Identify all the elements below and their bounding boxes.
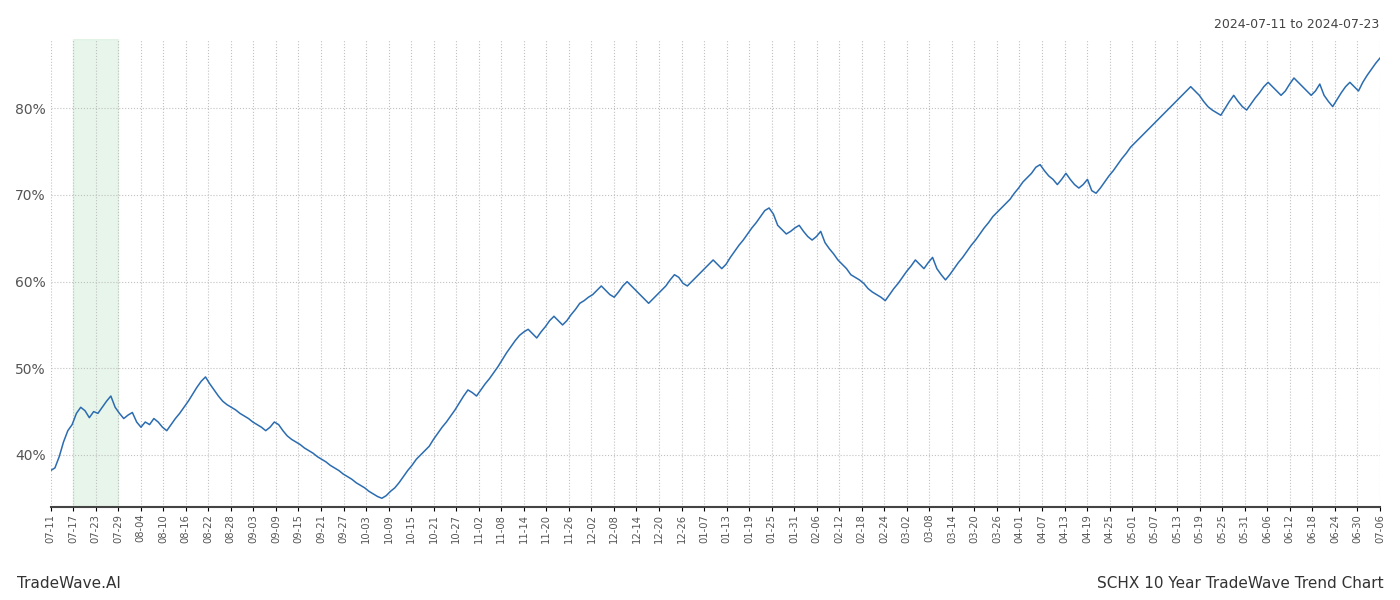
Text: 2024-07-11 to 2024-07-23: 2024-07-11 to 2024-07-23 <box>1214 18 1379 31</box>
Text: TradeWave.AI: TradeWave.AI <box>17 576 120 591</box>
Text: SCHX 10 Year TradeWave Trend Chart: SCHX 10 Year TradeWave Trend Chart <box>1096 576 1383 591</box>
Bar <box>73 39 118 507</box>
